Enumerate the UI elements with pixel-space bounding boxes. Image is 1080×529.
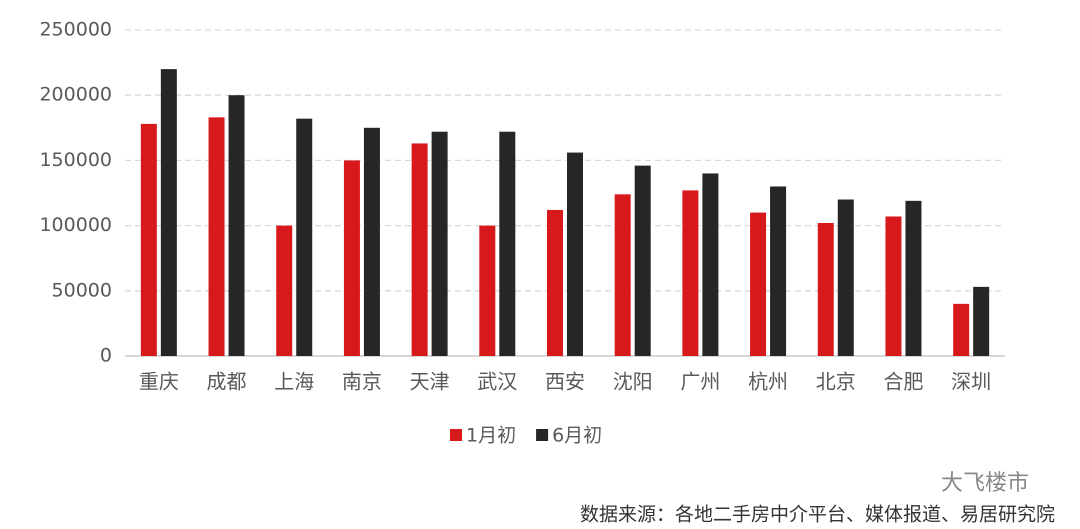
bar	[363, 127, 380, 356]
bar	[343, 160, 360, 356]
bar	[614, 194, 631, 356]
bar	[682, 190, 699, 356]
x-tick-label: 上海	[274, 370, 314, 394]
bar	[208, 117, 225, 356]
bar	[567, 152, 583, 356]
watermark: 大飞楼市	[941, 471, 1029, 496]
bar	[770, 186, 787, 356]
x-tick-label: 成都	[207, 370, 247, 394]
bar	[837, 199, 854, 356]
x-tick-label: 西安	[545, 370, 585, 394]
bar	[973, 286, 990, 356]
x-tick-label: 南京	[342, 370, 382, 394]
x-tick-label: 广州	[680, 370, 720, 394]
legend-label: 1月初	[466, 425, 516, 447]
x-tick-label: 重庆	[139, 370, 179, 394]
bar	[296, 118, 313, 356]
bar	[411, 143, 428, 356]
bar	[702, 173, 719, 356]
bar	[479, 225, 496, 356]
bar	[431, 131, 448, 356]
bar	[905, 200, 922, 356]
legend-label: 6月初	[552, 425, 602, 447]
x-tick-label: 天津	[410, 370, 450, 394]
bar	[499, 131, 516, 356]
x-tick-label: 武汉	[477, 370, 517, 394]
x-tick-label: 杭州	[748, 370, 788, 394]
source-note: 数据来源：各地二手房中介平台、媒体报道、易居研究院	[580, 504, 1055, 526]
bar	[953, 303, 970, 356]
bar	[140, 123, 157, 356]
x-tick-label: 北京	[816, 370, 856, 394]
y-tick-label: 250000	[39, 19, 112, 41]
legend-swatch	[536, 429, 549, 441]
y-tick-label: 100000	[39, 214, 112, 236]
x-tick-label: 深圳	[951, 370, 991, 394]
bar	[750, 212, 767, 356]
y-tick-label: 50000	[52, 279, 112, 301]
y-tick-label: 200000	[39, 84, 112, 106]
bar	[817, 222, 834, 356]
bar	[228, 95, 245, 356]
y-tick-label: 150000	[39, 149, 112, 171]
bar	[160, 69, 177, 357]
x-tick-label: 合肥	[883, 370, 923, 394]
bar	[547, 209, 563, 356]
bar	[634, 165, 651, 356]
x-tick-label: 沈阳	[613, 370, 653, 394]
bar	[885, 216, 902, 356]
y-tick-label: 0	[100, 345, 112, 367]
legend-swatch	[450, 429, 462, 441]
bar	[276, 225, 293, 356]
